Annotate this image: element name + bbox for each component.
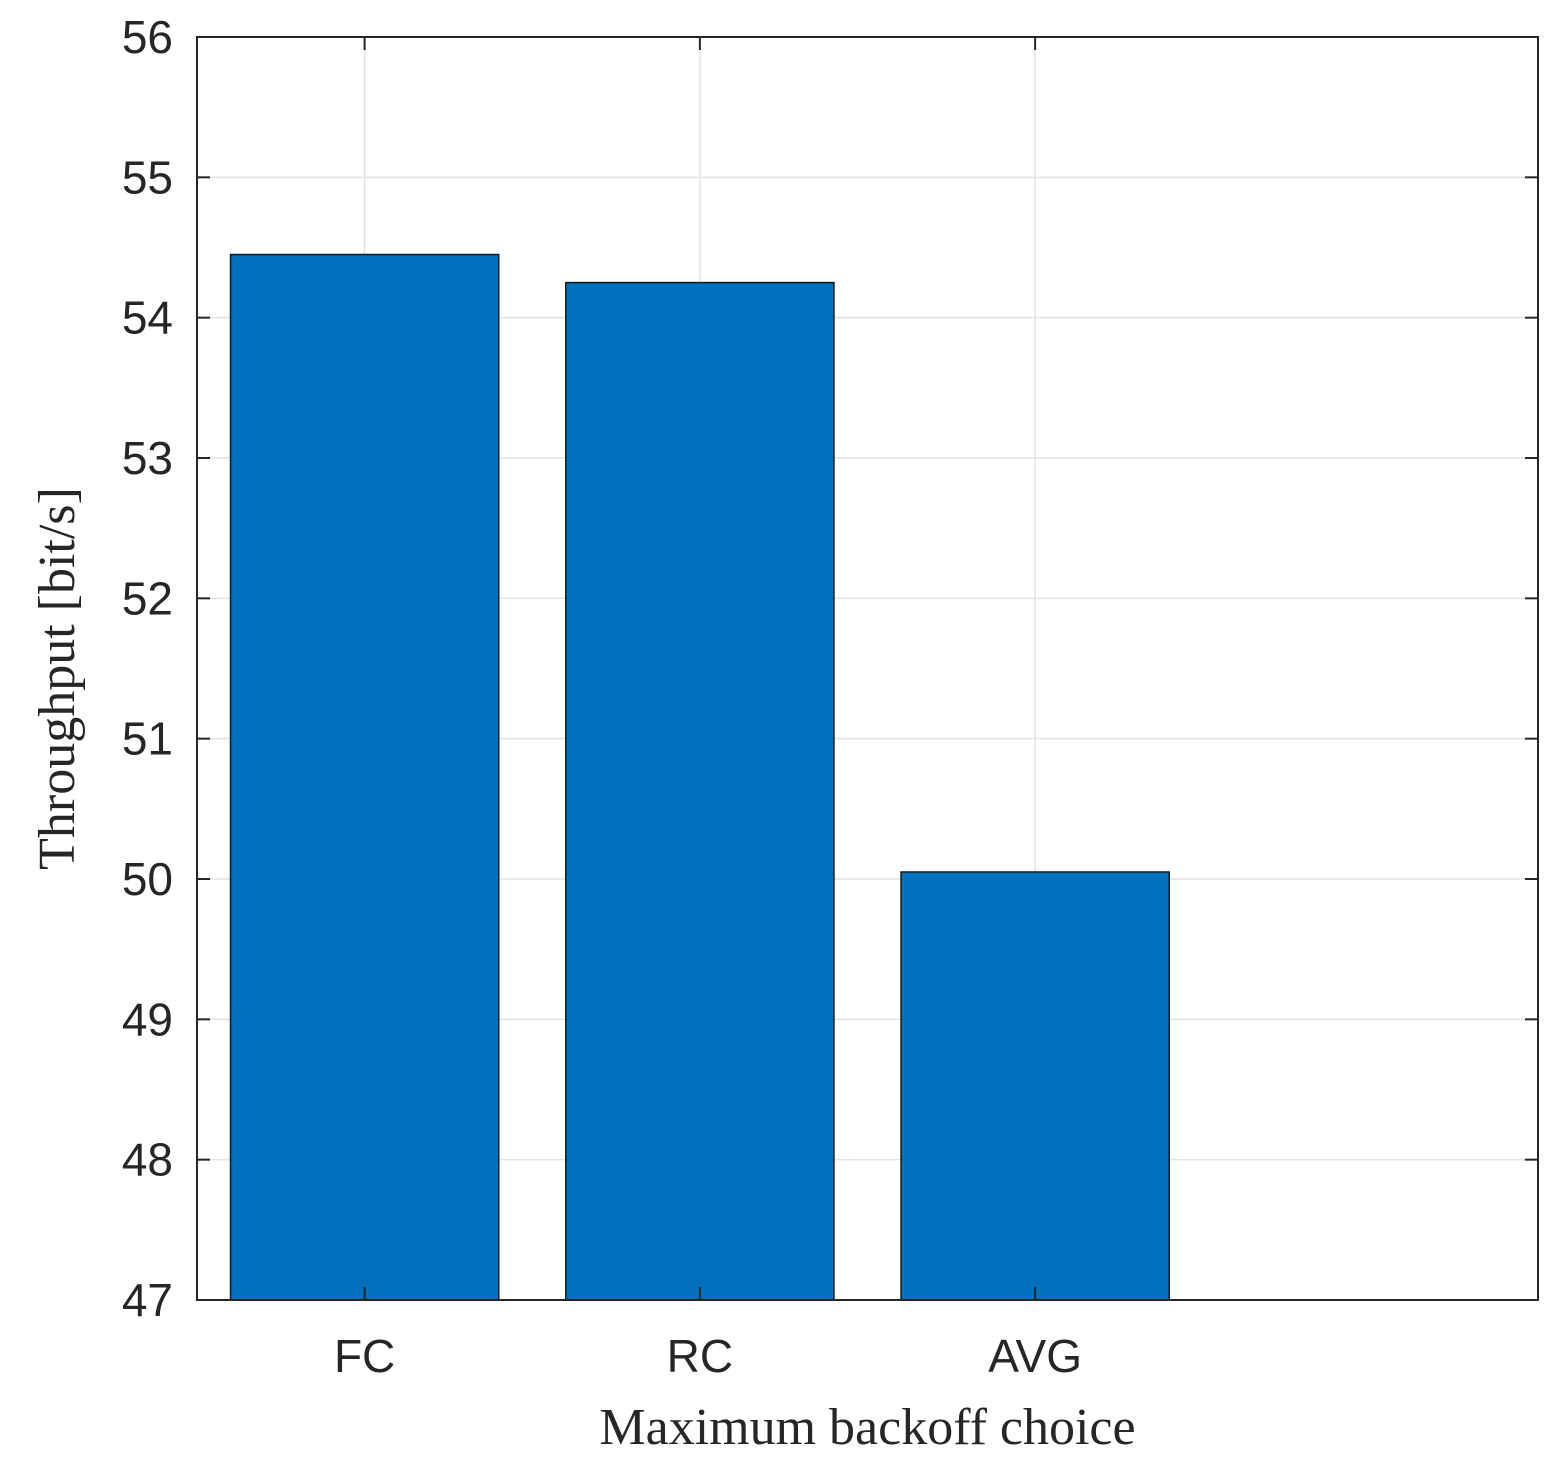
- y-tick-label: 55: [122, 151, 173, 203]
- y-tick-label: 54: [122, 292, 173, 344]
- x-tick-label: FC: [334, 1330, 395, 1382]
- bar-rc: [565, 281, 835, 1301]
- y-axis-title: Throughput [bit/s]: [29, 487, 86, 870]
- y-tick-label: 50: [122, 853, 173, 905]
- x-tick-label: AVG: [988, 1330, 1082, 1382]
- bars: [229, 253, 1170, 1301]
- y-tick-label: 52: [122, 572, 173, 624]
- bar-avg: [900, 871, 1170, 1301]
- y-tick-label: 48: [122, 1134, 173, 1186]
- y-tick-label: 49: [122, 993, 173, 1045]
- y-axis-tick-labels: 47 48 49 50 51 52 53 54 55 56: [122, 11, 173, 1326]
- x-tick-label: RC: [667, 1330, 733, 1382]
- axis-ticks: [197, 36, 1538, 1301]
- y-tick-label: 51: [122, 713, 173, 765]
- plot-area-frame: [196, 36, 1539, 1301]
- y-tick-label: 53: [122, 432, 173, 484]
- x-axis-title: Maximum backoff choice: [599, 1399, 1135, 1456]
- y-tick-label: 47: [122, 1274, 173, 1326]
- x-axis-tick-labels: FC RC AVG: [334, 1330, 1082, 1382]
- y-tick-label: 56: [122, 11, 173, 63]
- bar-fc: [229, 253, 500, 1301]
